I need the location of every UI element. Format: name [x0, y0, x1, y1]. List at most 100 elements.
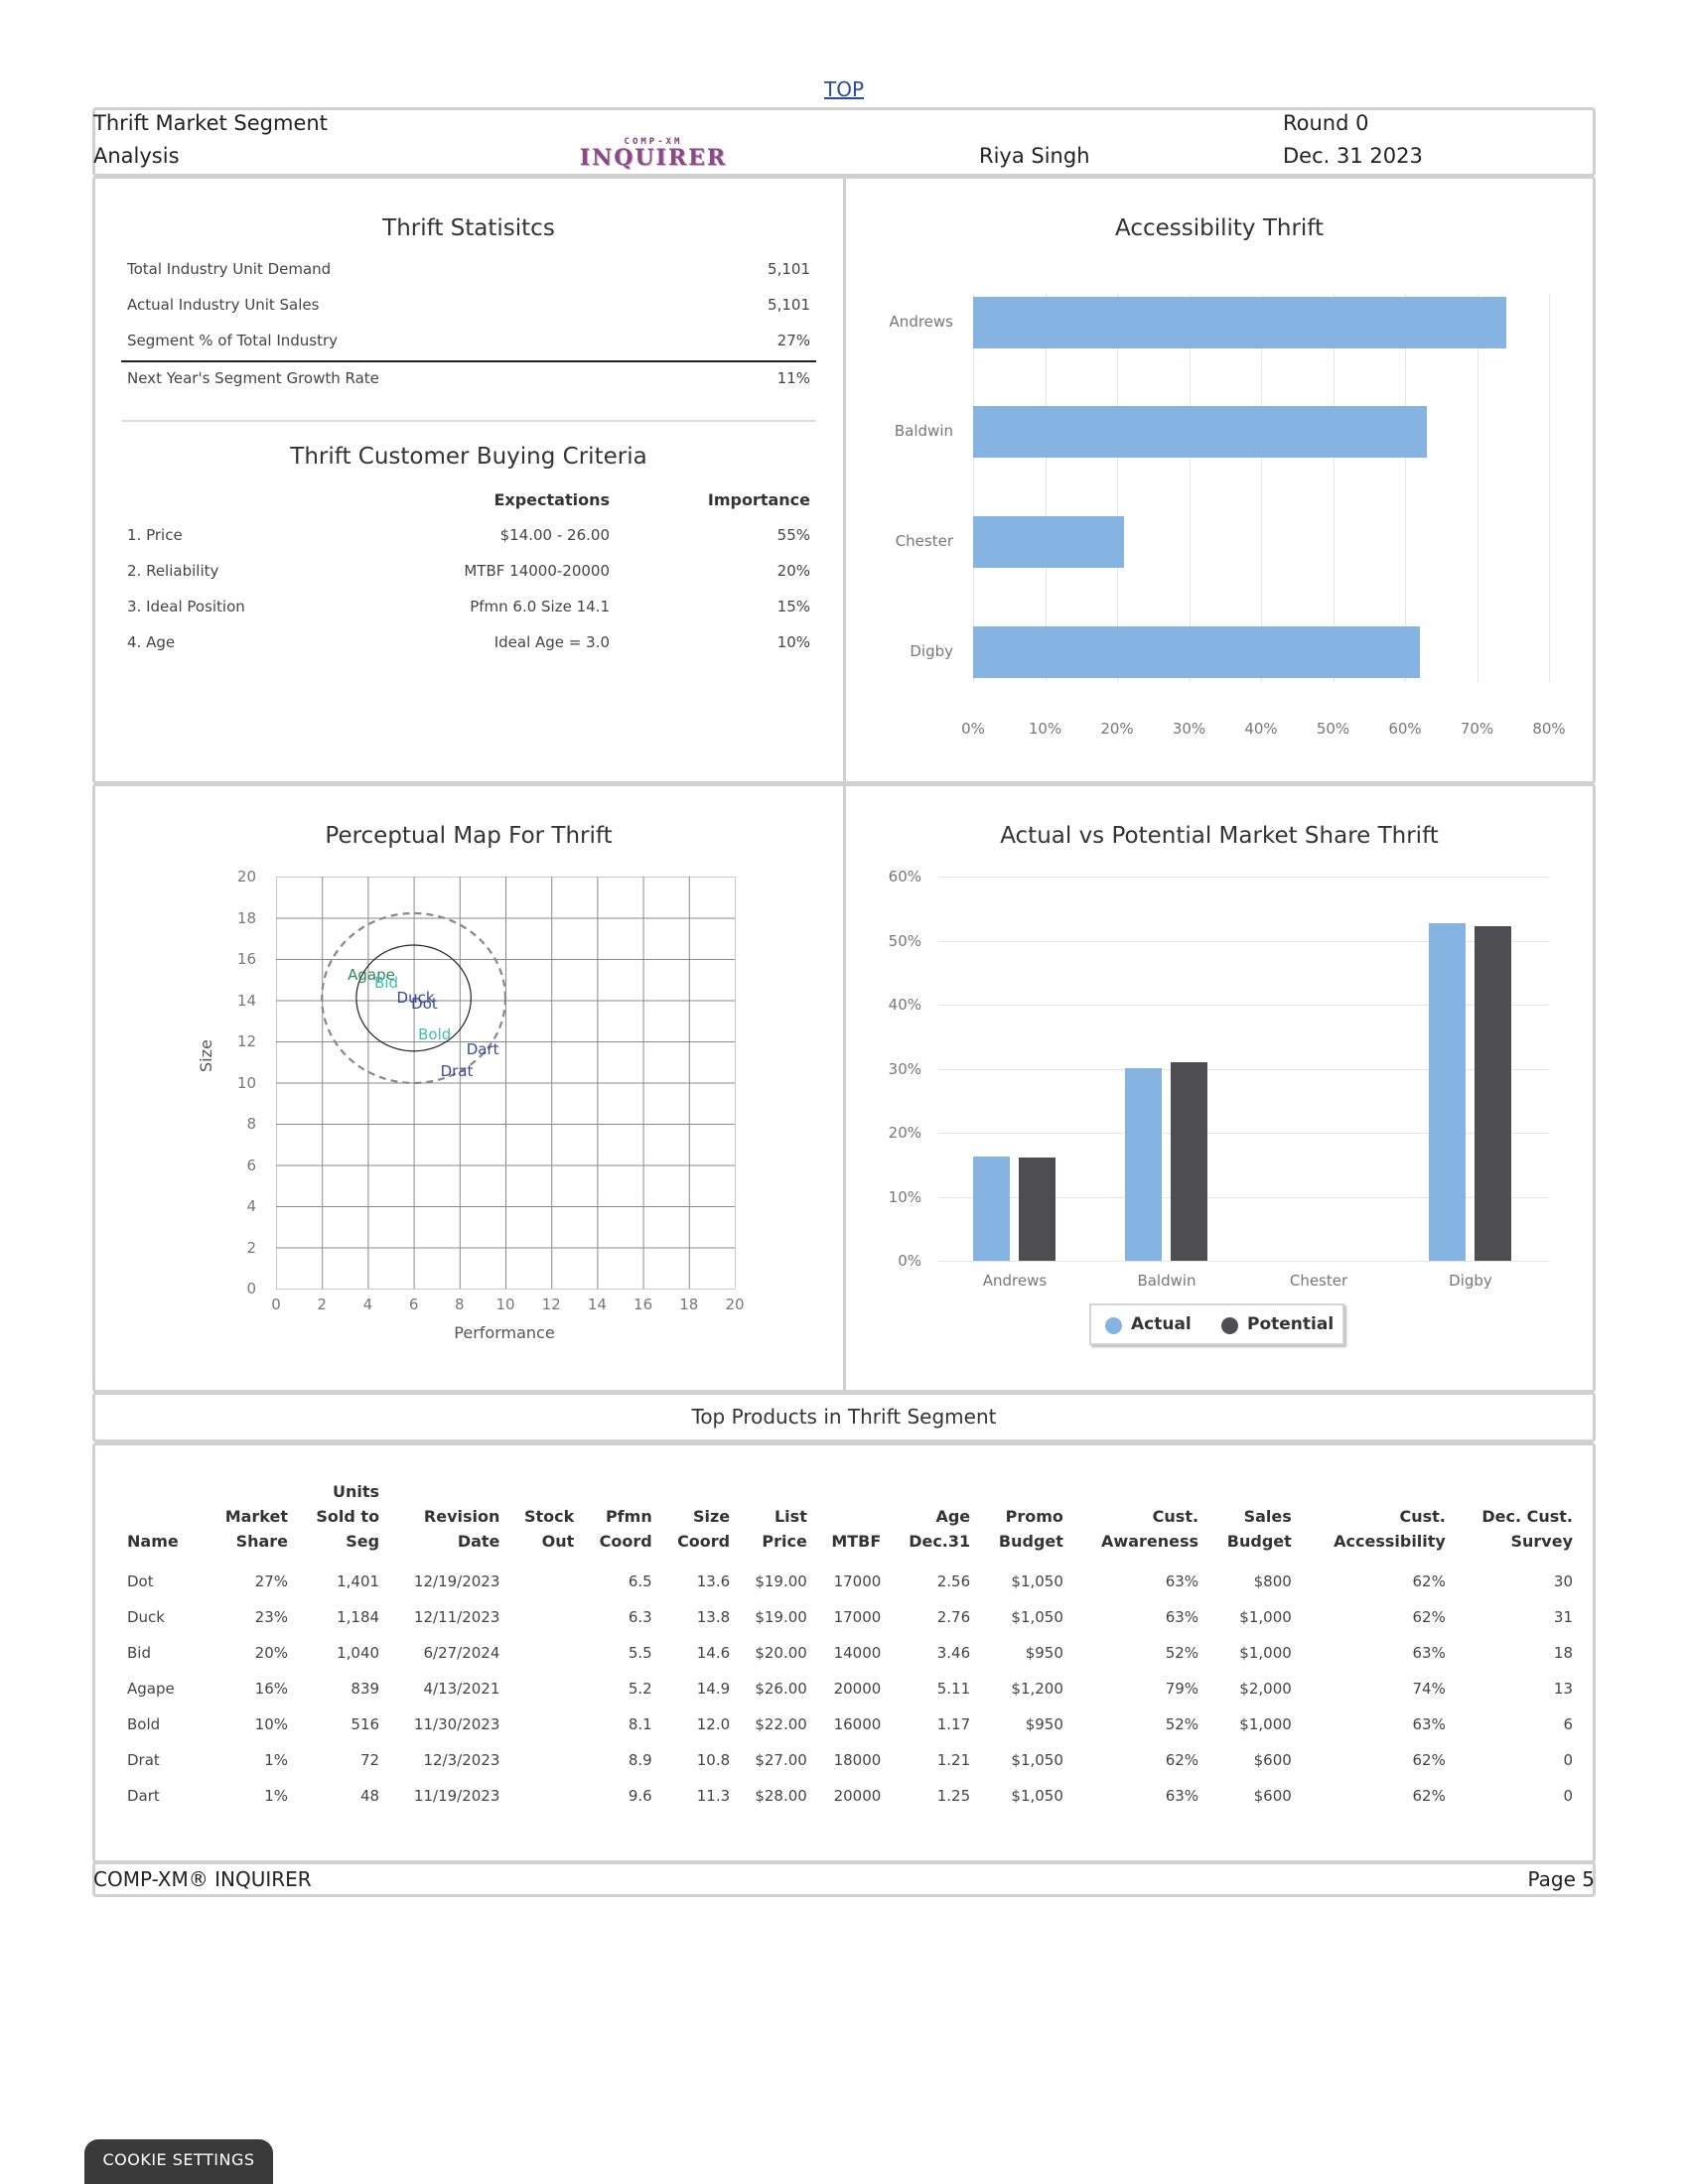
- product-label-bold: Bold: [418, 1025, 452, 1043]
- x-category-label: Chester: [1289, 1272, 1348, 1290]
- buying-criteria-title: Thrift Customer Buying Criteria: [290, 444, 647, 470]
- x-tick-label: 30%: [1172, 720, 1206, 738]
- report-header: [92, 107, 1596, 177]
- table-cell: 0: [1563, 1787, 1573, 1805]
- x-tick-label: 0%: [961, 720, 985, 738]
- table-cell: 16%: [254, 1680, 289, 1698]
- table-cell: $22.00: [755, 1715, 807, 1733]
- table-cell: 2.56: [936, 1572, 971, 1590]
- product-label-dart: Dart: [466, 1039, 499, 1058]
- y-category-label: Baldwin: [894, 422, 953, 440]
- user-name: Riya Singh: [979, 144, 1090, 168]
- x-tick-label: 70%: [1460, 720, 1494, 738]
- gridline: [938, 1005, 1549, 1006]
- table-cell: 14000: [833, 1644, 882, 1662]
- x-tick-label: 10: [495, 1296, 515, 1313]
- stat-value: 27%: [776, 332, 810, 349]
- table-cell: 13: [1553, 1680, 1573, 1698]
- criteria-row: 1. Price $14.00 - 26.00 55%: [127, 526, 810, 544]
- table-row: Agape 16% 839 4/13/2021 5.2 14.9 $26.00 20000 5.…: [117, 1671, 1577, 1706]
- gridline: [938, 1068, 1549, 1070]
- table-cell: 11/19/2023: [413, 1787, 500, 1805]
- table-cell: 20000: [833, 1787, 882, 1805]
- table-row: Duck 23% 1,184 12/11/2023 6.3 13.8 $19.00 17000…: [117, 1599, 1577, 1635]
- criteria-importance: 15%: [776, 598, 810, 615]
- x-tick-label: 50%: [1316, 720, 1350, 738]
- x-category-label: Digby: [1449, 1272, 1492, 1290]
- perceptual-map-title: Perceptual Map For Thrift: [325, 823, 613, 849]
- table-cell: 11.3: [696, 1787, 731, 1805]
- table-cell: 839: [351, 1680, 380, 1698]
- table-cell: 3.46: [936, 1644, 971, 1662]
- y-tick-label: 16: [236, 950, 256, 968]
- y-tick-label: 6: [246, 1156, 256, 1174]
- table-cell: 6.3: [628, 1608, 652, 1626]
- table-cell: 9.6: [628, 1787, 652, 1805]
- table-row: Bid 20% 1,040 6/27/2024 5.5 14.6 $20.00 14000 3.…: [117, 1635, 1577, 1671]
- criteria-row: 3. Ideal Position Pfmn 6.0 Size 14.1 15%: [127, 598, 810, 615]
- y-tick-label: 18: [236, 908, 256, 927]
- table-cell: 6.5: [628, 1572, 652, 1590]
- table-cell: 63%: [1412, 1715, 1446, 1733]
- table-cell: $600: [1253, 1787, 1292, 1805]
- table-cell: 62%: [1412, 1608, 1446, 1626]
- table-cell: 63%: [1165, 1787, 1199, 1805]
- table-row: Drat 1% 72 12/3/2023 8.9 10.8 $27.00 18000 1.21 $…: [117, 1742, 1577, 1778]
- stat-value: 5,101: [768, 260, 810, 278]
- stat-label: Next Year's Segment Growth Rate: [127, 369, 379, 387]
- table-cell: 62%: [1412, 1751, 1446, 1769]
- y-tick-label: 10: [236, 1073, 256, 1092]
- table-cell: 6: [1563, 1715, 1573, 1733]
- bar-potential-digby: [1475, 925, 1511, 1261]
- table-cell: 12/11/2023: [413, 1608, 500, 1626]
- x-tick-label: 14: [587, 1296, 607, 1313]
- y-tick-label: 50%: [888, 931, 921, 950]
- table-cell: 62%: [1165, 1751, 1199, 1769]
- top-link[interactable]: TOP: [823, 77, 865, 101]
- cookie-settings-button[interactable]: COOKIE SETTINGS: [84, 2139, 273, 2184]
- gridline: [1117, 294, 1118, 682]
- y-tick-label: 20: [236, 868, 256, 886]
- table-cell: 63%: [1165, 1572, 1199, 1590]
- stat-label: Actual Industry Unit Sales: [127, 296, 320, 314]
- criteria-expectation: MTBF 14000-20000: [464, 562, 610, 580]
- expectations-header: Expectations: [493, 490, 610, 509]
- x-tick-label: 60%: [1388, 720, 1422, 738]
- table-cell: 1%: [264, 1751, 289, 1769]
- panel-divider: [843, 177, 846, 784]
- x-tick-label: 6: [408, 1296, 419, 1313]
- table-cell: 6/27/2024: [423, 1644, 500, 1662]
- stat-value: 5,101: [768, 296, 810, 314]
- column-header: Name: [127, 1532, 179, 1551]
- y-tick-label: 12: [236, 1032, 256, 1050]
- bar-chester: [973, 516, 1125, 568]
- table-cell: 4/13/2021: [423, 1680, 500, 1698]
- y-tick-label: 4: [246, 1197, 256, 1215]
- x-tick-label: 40%: [1244, 720, 1278, 738]
- bar-potential-andrews: [1019, 1158, 1055, 1261]
- table-cell: 1,401: [337, 1572, 380, 1590]
- x-tick-label: 20: [725, 1296, 745, 1313]
- y-tick-label: 0: [246, 1280, 256, 1297]
- table-cell: 1%: [264, 1787, 289, 1805]
- column-header: Sales Budget: [1226, 1507, 1292, 1551]
- table-cell: 516: [351, 1715, 380, 1733]
- column-header: Pfmn Coord: [599, 1507, 652, 1551]
- panel-divider: [843, 784, 846, 1392]
- table-cell: 72: [359, 1751, 380, 1769]
- table-cell: 52%: [1165, 1715, 1199, 1733]
- table-row: Dart 1% 48 11/19/2023 9.6 11.3 $28.00 20000 1.25…: [117, 1778, 1577, 1814]
- table-cell: 16000: [833, 1715, 882, 1733]
- y-category-label: Digby: [910, 642, 953, 660]
- table-cell: 0: [1563, 1751, 1573, 1769]
- table-cell: 8.9: [628, 1751, 652, 1769]
- table-cell: $1,050: [1011, 1751, 1063, 1769]
- table-cell: Bid: [127, 1644, 151, 1662]
- table-cell: 63%: [1412, 1644, 1446, 1662]
- footer-page-number: Page 5: [1527, 1867, 1596, 1891]
- chart-legend: Actual Potential: [1089, 1303, 1344, 1345]
- table-cell: 1.17: [936, 1715, 971, 1733]
- y-tick-label: 60%: [888, 868, 921, 886]
- table-cell: 1.21: [936, 1751, 971, 1769]
- table-cell: 13.6: [696, 1572, 731, 1590]
